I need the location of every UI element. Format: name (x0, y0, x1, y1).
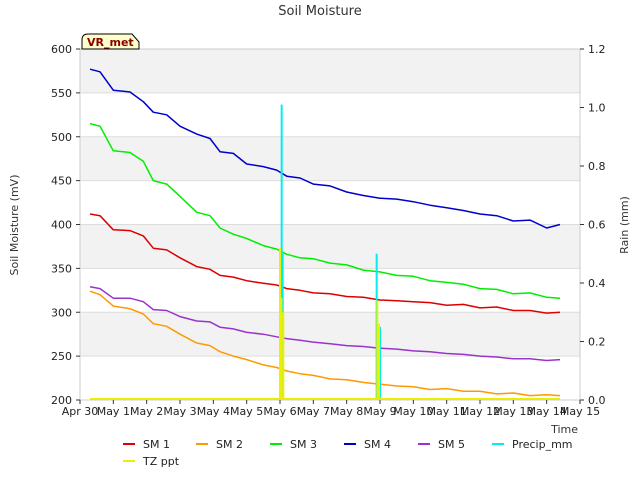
legend-label-sm-3: SM 3 (290, 438, 317, 451)
sm-3-line (89, 122, 561, 299)
background-band (80, 49, 580, 93)
x-tick-label: May 6 (263, 405, 296, 418)
background-band (80, 224, 580, 269)
x-tick-label: May 4 (197, 405, 230, 418)
left-tick-label: 500 (51, 131, 72, 144)
left-tick-label: 300 (51, 306, 72, 319)
background-band (80, 180, 580, 225)
x-tick-label: May 15 (560, 405, 600, 418)
right-tick-label: 0.2 (588, 336, 606, 349)
x-tick-label: May 10 (393, 405, 433, 418)
left-axis-label: Soil Moisture (mV) (8, 175, 21, 276)
x-tick-label: May 7 (297, 405, 330, 418)
chart-title: Soil Moisture (278, 4, 362, 19)
right-axis-label: Rain (mm) (618, 196, 631, 254)
right-tick-label: 0.4 (588, 277, 606, 290)
left-tick-label: 350 (51, 262, 72, 275)
right-tick-label: 0.6 (588, 219, 606, 232)
x-tick-label: May 2 (130, 405, 163, 418)
sm-4-line (89, 68, 561, 229)
right-tick-label: 0.8 (588, 160, 606, 173)
series-layer (89, 68, 561, 400)
x-tick-label: May 3 (163, 405, 196, 418)
right-tick-label: 0.0 (588, 394, 606, 407)
x-tick-label: May 11 (427, 405, 467, 418)
x-tick-label: Apr 30 (62, 405, 99, 418)
left-axis-ticks: 200 250 300 350 400 450 500 550 600 (51, 43, 80, 407)
background-band (80, 356, 580, 400)
left-tick-label: 400 (51, 219, 72, 232)
background-band (80, 268, 580, 313)
x-axis-label: Time (550, 423, 578, 436)
x-tick-label: May 5 (230, 405, 263, 418)
legend: SM 1 SM 2 SM 3 SM 4 SM 5 Precip_mm TZ ppt (123, 438, 573, 468)
background-band (80, 136, 580, 181)
x-tick-label: May 9 (363, 405, 396, 418)
x-tick-label: May 8 (330, 405, 363, 418)
left-tick-label: 600 (51, 43, 72, 56)
left-tick-label: 550 (51, 87, 72, 100)
legend-label-sm-5: SM 5 (438, 438, 465, 451)
legend-label-precip-mm: Precip_mm (512, 438, 573, 451)
legend-label-sm-1: SM 1 (143, 438, 170, 451)
x-tick-label: May 13 (493, 405, 533, 418)
left-tick-label: 200 (51, 394, 72, 407)
x-tick-label: May 1 (97, 405, 130, 418)
legend-label-sm-2: SM 2 (216, 438, 243, 451)
background-band (80, 92, 580, 137)
sm-1-line (89, 213, 561, 314)
x-tick-label: May 14 (527, 405, 567, 418)
legend-label-tz-ppt: TZ ppt (142, 455, 180, 468)
sm-2-line (89, 290, 561, 397)
background-bands (80, 49, 580, 400)
left-tick-label: 250 (51, 350, 72, 363)
x-tick-label: May 12 (460, 405, 500, 418)
station-badge: VR_met (81, 33, 140, 50)
background-band (80, 312, 580, 357)
badge-shape (81, 33, 140, 50)
right-axis-ticks: 0.0 0.2 0.4 0.6 0.8 1.0 1.2 (580, 43, 606, 407)
sm-5-line (89, 286, 561, 362)
right-tick-label: 1.0 (588, 102, 606, 115)
left-tick-label: 450 (51, 175, 72, 188)
right-tick-label: 1.2 (588, 43, 606, 56)
legend-label-sm-4: SM 4 (364, 438, 391, 451)
badge-label: VR_met (87, 36, 134, 49)
